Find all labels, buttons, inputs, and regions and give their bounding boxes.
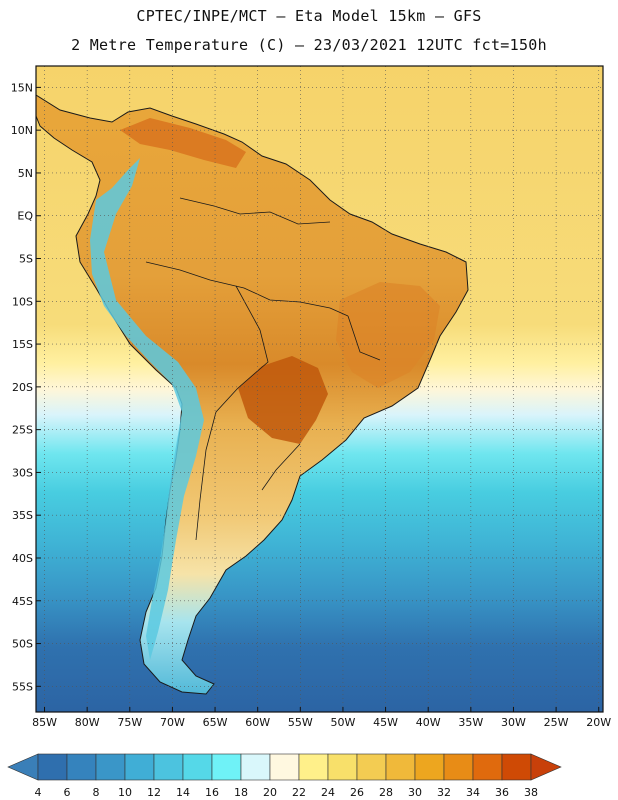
lat-tick-label: 10S bbox=[12, 295, 33, 308]
colorbar-segment bbox=[356, 753, 387, 781]
colorbar-segment bbox=[182, 753, 213, 781]
lat-tick-label: 5N bbox=[18, 167, 33, 180]
colorbar-segment bbox=[153, 753, 184, 781]
graticule bbox=[36, 66, 603, 712]
lon-tick-label: 60W bbox=[245, 716, 270, 729]
lat-tick-label: EQ bbox=[17, 210, 33, 223]
colorbar-segment bbox=[414, 753, 445, 781]
colorbar-label: 6 bbox=[64, 786, 71, 799]
longitude-labels: 85W 80W 75W 70W 65W 60W 55W 50W 45W 40W 35W 30W 25W 2… bbox=[32, 716, 611, 729]
lon-tick-label: 50W bbox=[331, 716, 356, 729]
lat-tick-label: 35S bbox=[12, 509, 33, 522]
lat-tick-label: 15S bbox=[12, 338, 33, 351]
colorbar-label: 38 bbox=[524, 786, 538, 799]
lon-tick-label: 45W bbox=[373, 716, 398, 729]
map-title-line1: CPTEC/INPE/MCT – Eta Model 15km – GFS bbox=[136, 7, 482, 25]
colorbar-label: 16 bbox=[205, 786, 219, 799]
andes-cool-band bbox=[90, 158, 204, 660]
colorbar-segment bbox=[95, 753, 126, 781]
colorbar-segment bbox=[385, 753, 416, 781]
colorbar-segment bbox=[240, 753, 271, 781]
lon-tick-label: 80W bbox=[75, 716, 100, 729]
colorbar-segment bbox=[298, 753, 329, 781]
lat-tick-label: 55S bbox=[12, 680, 33, 693]
lat-tick-label: 45S bbox=[12, 595, 33, 608]
lon-tick-label: 40W bbox=[416, 716, 441, 729]
map-title-line2: 2 Metre Temperature (C) – 23/03/2021 12U… bbox=[71, 36, 547, 54]
colorbar-label: 24 bbox=[321, 786, 335, 799]
colorbar-label: 8 bbox=[93, 786, 100, 799]
lon-tick-label: 65W bbox=[203, 716, 228, 729]
colorbar-label: 20 bbox=[263, 786, 277, 799]
colorbar-label: 22 bbox=[292, 786, 306, 799]
colorbar-segment bbox=[37, 753, 68, 781]
colorbar-label: 26 bbox=[350, 786, 364, 799]
hot-spot-northeast bbox=[336, 282, 440, 388]
lat-tick-label: 40S bbox=[12, 552, 33, 565]
colorbar-segment bbox=[269, 753, 300, 781]
lon-tick-label: 55W bbox=[288, 716, 313, 729]
colorbar-under-arrow bbox=[7, 753, 39, 781]
lat-tick-label: 5S bbox=[19, 253, 33, 266]
lon-tick-label: 20W bbox=[586, 716, 611, 729]
hot-core-paraguay bbox=[238, 356, 328, 444]
colorbar-label: 12 bbox=[147, 786, 161, 799]
lon-tick-label: 85W bbox=[32, 716, 57, 729]
lat-tick-label: 50S bbox=[12, 638, 33, 651]
lon-tick-label: 25W bbox=[544, 716, 569, 729]
colorbar-segment bbox=[443, 753, 474, 781]
lon-tick-label: 35W bbox=[458, 716, 483, 729]
colorbar-label: 18 bbox=[234, 786, 248, 799]
colorbar-label: 10 bbox=[118, 786, 132, 799]
colorbar-label: 36 bbox=[495, 786, 509, 799]
lat-tick-label: 15N bbox=[11, 81, 33, 94]
hot-spot-venezuela bbox=[120, 118, 246, 168]
lon-tick-label: 70W bbox=[160, 716, 185, 729]
colorbar-segment bbox=[472, 753, 503, 781]
colorbar-segment bbox=[124, 753, 155, 781]
colorbar-label: 4 bbox=[35, 786, 42, 799]
country-borders bbox=[145, 197, 381, 541]
colorbar-over-arrow bbox=[530, 753, 562, 781]
lat-tick-label: 25S bbox=[12, 424, 33, 437]
lon-tick-label: 75W bbox=[117, 716, 142, 729]
latitude-labels: 15N 10N 5N EQ 5S 10S 15S 20S 25S 30S 35S 40S 45S 50S 5… bbox=[11, 81, 34, 693]
colorbar-label: 28 bbox=[379, 786, 393, 799]
lat-tick-label: 10N bbox=[11, 124, 33, 137]
colorbar-segment bbox=[501, 753, 532, 781]
colorbar-label: 30 bbox=[408, 786, 422, 799]
map-frame bbox=[35, 65, 604, 713]
colorbar-label: 34 bbox=[466, 786, 480, 799]
lat-tick-label: 30S bbox=[12, 466, 33, 479]
colorbar-label: 32 bbox=[437, 786, 451, 799]
lon-tick-label: 30W bbox=[501, 716, 526, 729]
colorbar-segment bbox=[327, 753, 358, 781]
colorbar-segment bbox=[211, 753, 242, 781]
colorbar-label: 14 bbox=[176, 786, 190, 799]
temperature-colorbar: 4 6 8 10 12 14 16 18 20 22 24 26 28 30 32 34 36 38 bbox=[7, 753, 562, 799]
colorbar-segment bbox=[66, 753, 97, 781]
lat-tick-label: 20S bbox=[12, 381, 33, 394]
